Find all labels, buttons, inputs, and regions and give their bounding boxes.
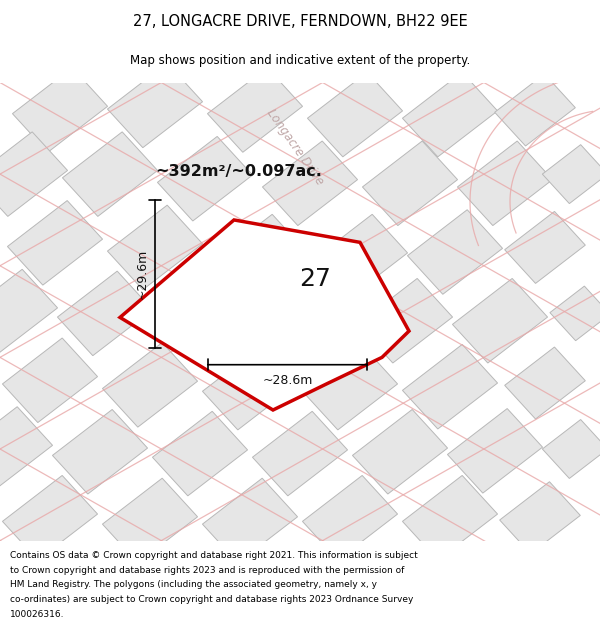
Polygon shape [152,411,248,496]
Polygon shape [120,220,409,410]
Text: to Crown copyright and database rights 2023 and is reproduced with the permissio: to Crown copyright and database rights 2… [10,566,404,574]
Text: 27: 27 [299,268,331,291]
Polygon shape [352,409,448,494]
Polygon shape [13,68,107,152]
Polygon shape [103,478,197,562]
Polygon shape [542,144,600,204]
Polygon shape [157,136,253,221]
Text: 100026316.: 100026316. [10,610,65,619]
Polygon shape [448,409,542,493]
Polygon shape [62,132,158,216]
Polygon shape [107,205,203,290]
Polygon shape [403,72,497,157]
Polygon shape [157,276,253,360]
Polygon shape [202,346,298,430]
Text: Map shows position and indicative extent of the property.: Map shows position and indicative extent… [130,54,470,67]
Polygon shape [494,74,575,146]
Polygon shape [212,214,308,299]
Polygon shape [407,210,503,294]
Polygon shape [403,344,497,429]
Polygon shape [262,279,358,363]
Polygon shape [0,269,58,354]
Polygon shape [103,342,197,427]
Text: Contains OS data © Crown copyright and database right 2021. This information is : Contains OS data © Crown copyright and d… [10,551,418,560]
Polygon shape [2,476,98,560]
Polygon shape [358,279,452,363]
Polygon shape [403,476,497,560]
Polygon shape [262,141,358,226]
Polygon shape [7,201,103,285]
Polygon shape [0,132,68,216]
Text: ~29.6m: ~29.6m [136,249,149,299]
Polygon shape [202,478,298,562]
Polygon shape [313,214,407,299]
Polygon shape [302,476,398,560]
Polygon shape [505,347,586,419]
Text: Longacre Drive: Longacre Drive [264,106,326,187]
Polygon shape [307,72,403,157]
Text: HM Land Registry. The polygons (including the associated geometry, namely x, y: HM Land Registry. The polygons (includin… [10,580,377,589]
Polygon shape [208,68,302,152]
Polygon shape [58,271,152,356]
Text: co-ordinates) are subject to Crown copyright and database rights 2023 Ordnance S: co-ordinates) are subject to Crown copyr… [10,595,413,604]
Polygon shape [253,411,347,496]
Text: ~28.6m: ~28.6m [262,374,313,387]
Polygon shape [452,279,548,363]
Text: ~392m²/~0.097ac.: ~392m²/~0.097ac. [155,164,322,179]
Polygon shape [550,286,600,341]
Polygon shape [362,141,458,226]
Polygon shape [107,63,203,148]
Polygon shape [302,346,398,430]
Polygon shape [2,338,98,422]
Polygon shape [52,409,148,494]
Polygon shape [500,482,580,554]
Polygon shape [505,211,586,283]
Polygon shape [0,407,53,491]
Polygon shape [542,419,600,479]
Text: 27, LONGACRE DRIVE, FERNDOWN, BH22 9EE: 27, LONGACRE DRIVE, FERNDOWN, BH22 9EE [133,14,467,29]
Polygon shape [457,141,553,226]
